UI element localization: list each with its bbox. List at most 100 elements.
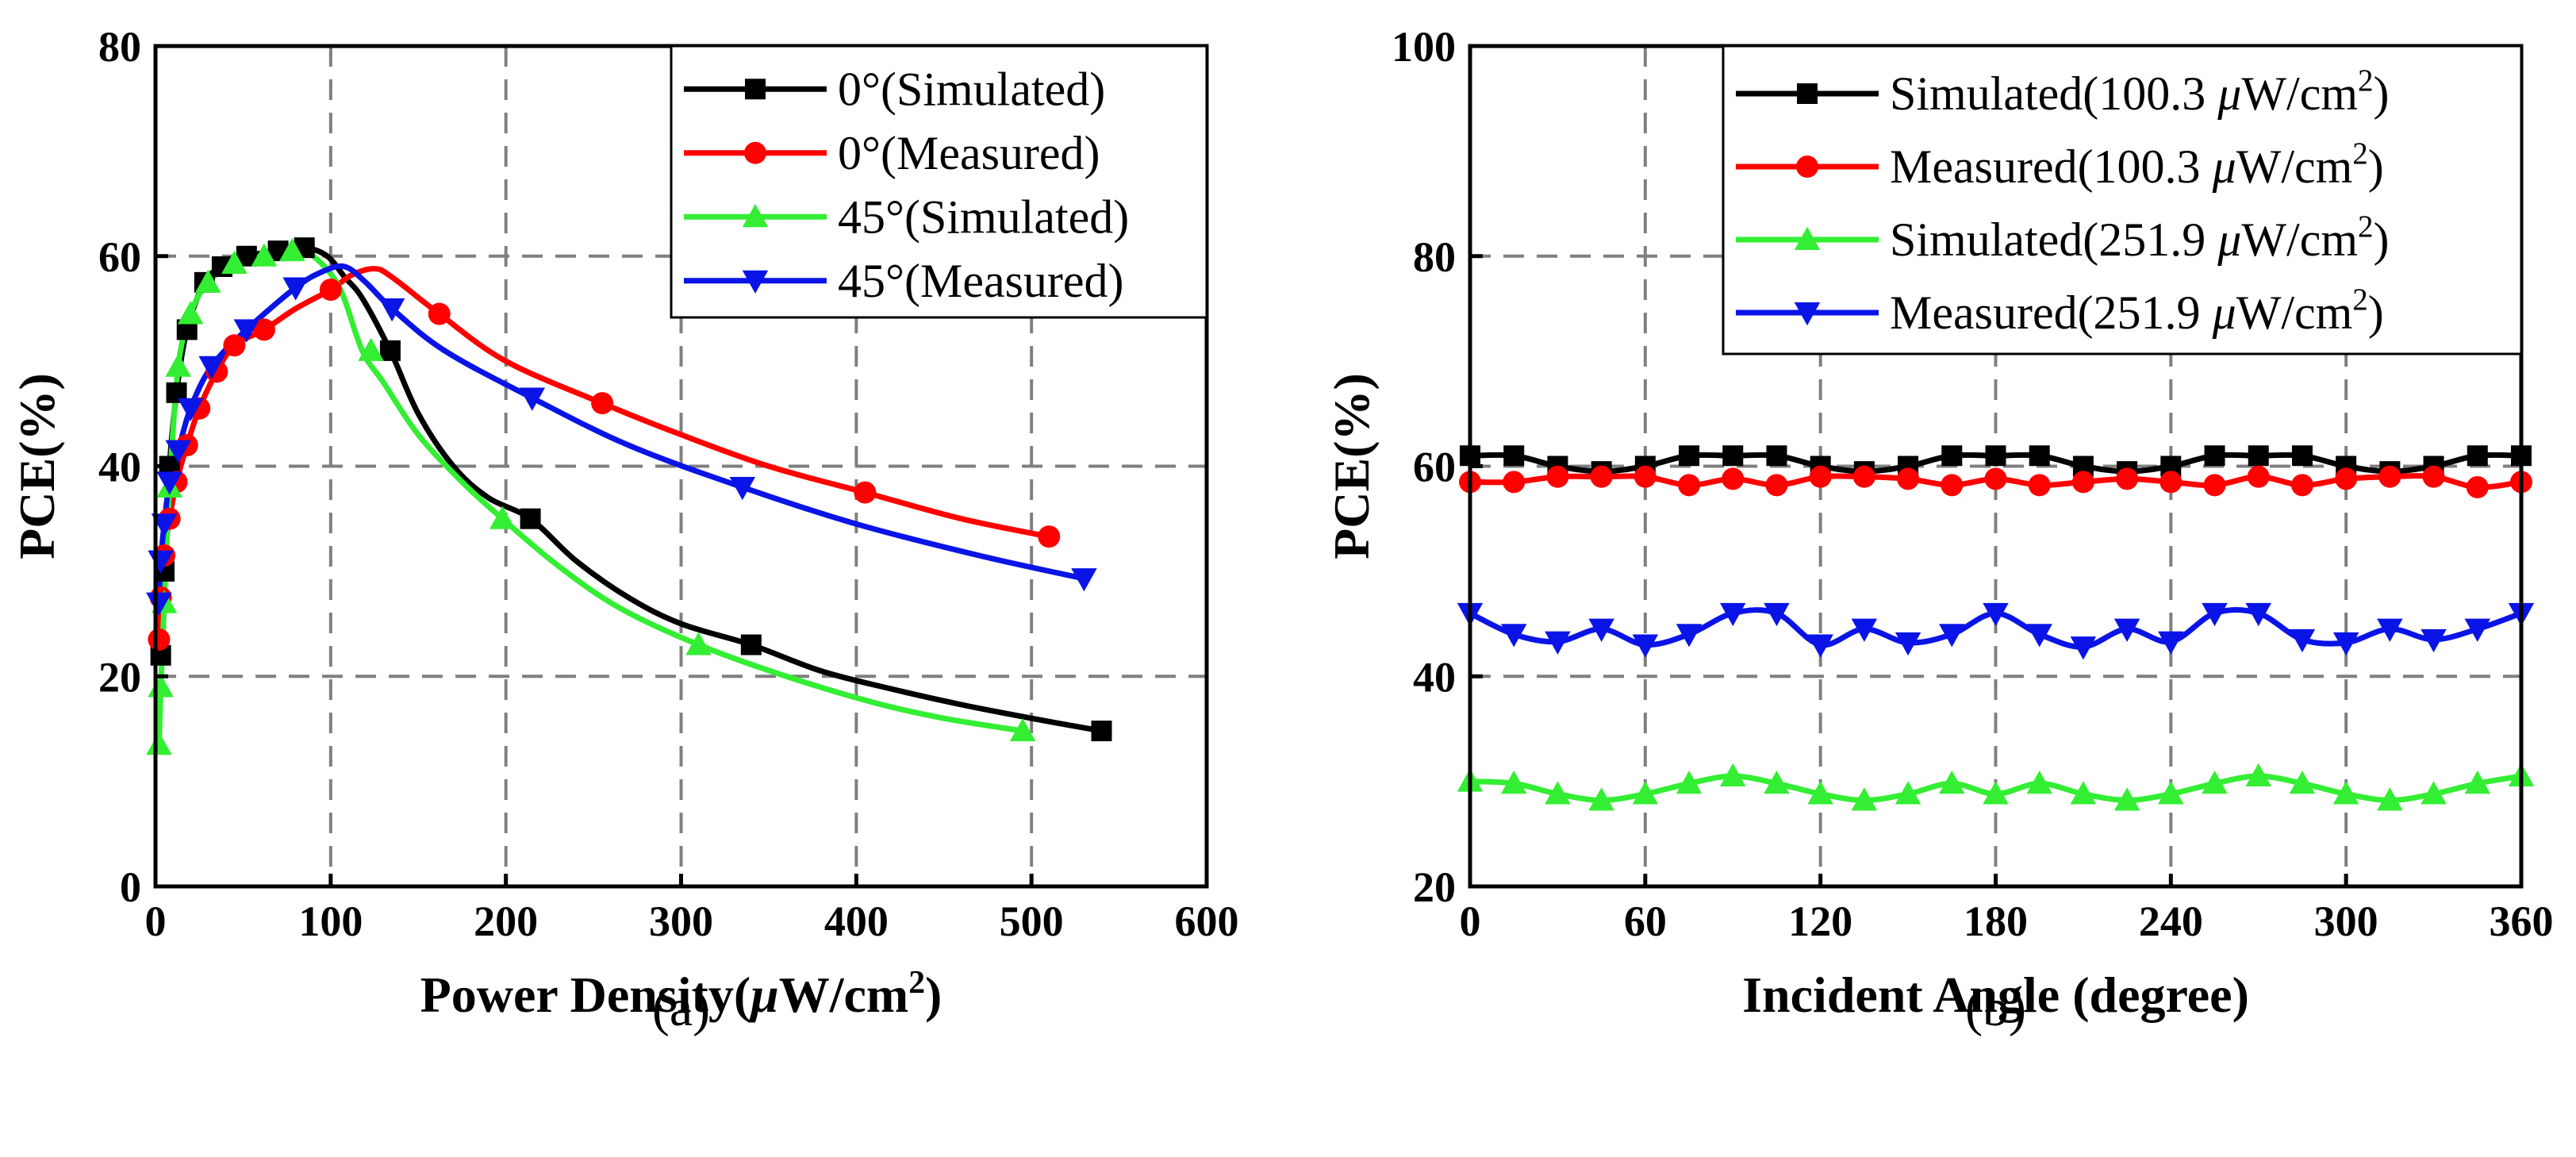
data-point <box>279 237 305 262</box>
data-point <box>2466 475 2489 498</box>
data-point <box>223 334 246 357</box>
data-point <box>1983 781 2009 805</box>
data-point <box>378 298 405 322</box>
legend-label-superscript: 2 <box>2352 283 2368 317</box>
data-point <box>2247 465 2270 488</box>
series-markers-3 <box>1457 763 2535 811</box>
legend-label-superscript: 2 <box>2358 209 2374 244</box>
x-tick-label: 400 <box>824 898 889 945</box>
data-point <box>2335 467 2358 490</box>
x-axis-label-mu: μ <box>748 967 779 1023</box>
data-point <box>2421 781 2447 805</box>
x-axis-label-unit: W/cm <box>779 967 909 1023</box>
legend-marker <box>1794 226 1821 250</box>
data-point <box>729 476 756 501</box>
data-point <box>2291 445 2313 467</box>
data-point <box>1939 624 1965 648</box>
data-point <box>1038 525 1061 548</box>
legend-marker <box>745 79 766 100</box>
data-point <box>2158 631 2184 655</box>
legend-marker <box>1794 302 1821 326</box>
data-point <box>2204 445 2225 467</box>
data-point <box>1764 771 1790 794</box>
data-point <box>519 387 546 411</box>
data-point <box>2158 781 2184 805</box>
legend-label-unit: W/cm <box>2241 67 2358 120</box>
data-point <box>2159 471 2182 494</box>
x-tick-label: 60 <box>1624 898 1667 945</box>
data-point <box>177 398 204 421</box>
legend-marker <box>742 204 769 228</box>
data-point <box>1503 445 1525 467</box>
legend-label-close: ) <box>2374 213 2390 266</box>
chart-panel-a: 0 100 200 300 400 500 600 0 20 40 60 80 Power Densit… <box>9 23 1239 1037</box>
legend-label-close: ) <box>2368 140 2384 193</box>
data-point <box>2289 771 2316 794</box>
y-axis-label: PCE(%) <box>1323 373 1380 559</box>
legend-label: 0°(Measured) <box>838 127 1100 179</box>
legend-label: 45°(Simulated) <box>838 190 1129 243</box>
series-line-3 <box>155 248 1023 745</box>
legend-label: 45°(Measured) <box>838 255 1124 307</box>
y-axis-label: PCE(%) <box>9 373 65 559</box>
data-point <box>1632 781 1659 805</box>
data-point <box>1634 465 1657 488</box>
data-point <box>198 356 225 379</box>
data-point <box>319 279 342 302</box>
x-tick-label: 0 <box>145 898 167 945</box>
data-point <box>2113 787 2140 811</box>
data-point <box>2202 602 2228 627</box>
data-point <box>233 319 260 343</box>
y-tick-label: 100 <box>1392 23 1456 71</box>
data-point <box>1720 763 1746 787</box>
data-point <box>1678 474 1701 497</box>
data-point <box>1941 474 1964 497</box>
data-point <box>1984 467 2007 490</box>
data-point <box>282 277 309 301</box>
data-point <box>1764 602 1790 627</box>
y-tick-label: 0 <box>120 863 141 911</box>
data-point <box>1895 781 1921 805</box>
y-tick-label: 40 <box>1413 653 1456 701</box>
data-point <box>151 513 178 537</box>
data-point <box>1588 787 1614 811</box>
data-point <box>1851 787 1878 811</box>
data-point <box>2467 445 2488 467</box>
data-point <box>685 632 712 655</box>
data-point <box>2332 632 2359 656</box>
y-tick-label: 20 <box>98 653 141 701</box>
legend-label-mu: μ <box>2212 140 2236 193</box>
data-point <box>1503 471 1526 494</box>
legend-label-text: Measured(100.3 <box>1890 140 2213 193</box>
legend-label: Measured(251.9 μW/cm2) <box>1890 283 2384 339</box>
data-point <box>1500 624 1527 648</box>
x-axis-label-superscript: 2 <box>908 963 925 1000</box>
data-point <box>1985 445 2006 467</box>
data-point <box>156 471 182 495</box>
legend-label: Measured(100.3 μW/cm2) <box>1890 136 2384 193</box>
data-point <box>2070 636 2097 660</box>
x-tick-label: 240 <box>2139 898 2203 945</box>
series-markers-2 <box>1459 465 2532 498</box>
legend-label-unit: W/cm <box>2236 286 2353 339</box>
data-point <box>1500 771 1527 794</box>
x-tick-label: 120 <box>1788 898 1852 945</box>
x-tick-label: 200 <box>474 898 538 945</box>
data-point <box>2289 628 2316 653</box>
data-point <box>165 440 191 463</box>
series-markers-4 <box>1457 602 2535 660</box>
data-point <box>1897 467 1920 490</box>
data-point <box>1676 624 1703 648</box>
legend-label-superscript: 2 <box>2358 63 2374 98</box>
legend-label: Simulated(100.3 μW/cm2) <box>1890 63 2390 120</box>
x-tick-label: 600 <box>1175 898 1239 945</box>
data-point <box>2464 618 2491 642</box>
data-point <box>1545 631 1571 655</box>
legend-marker <box>744 141 766 164</box>
data-point <box>2026 771 2052 794</box>
data-point <box>2290 474 2313 497</box>
data-point <box>2245 763 2271 787</box>
x-axis-label: Incident Angle (degree) <box>1742 967 2249 1023</box>
data-point <box>2245 602 2271 627</box>
data-point <box>854 481 877 504</box>
